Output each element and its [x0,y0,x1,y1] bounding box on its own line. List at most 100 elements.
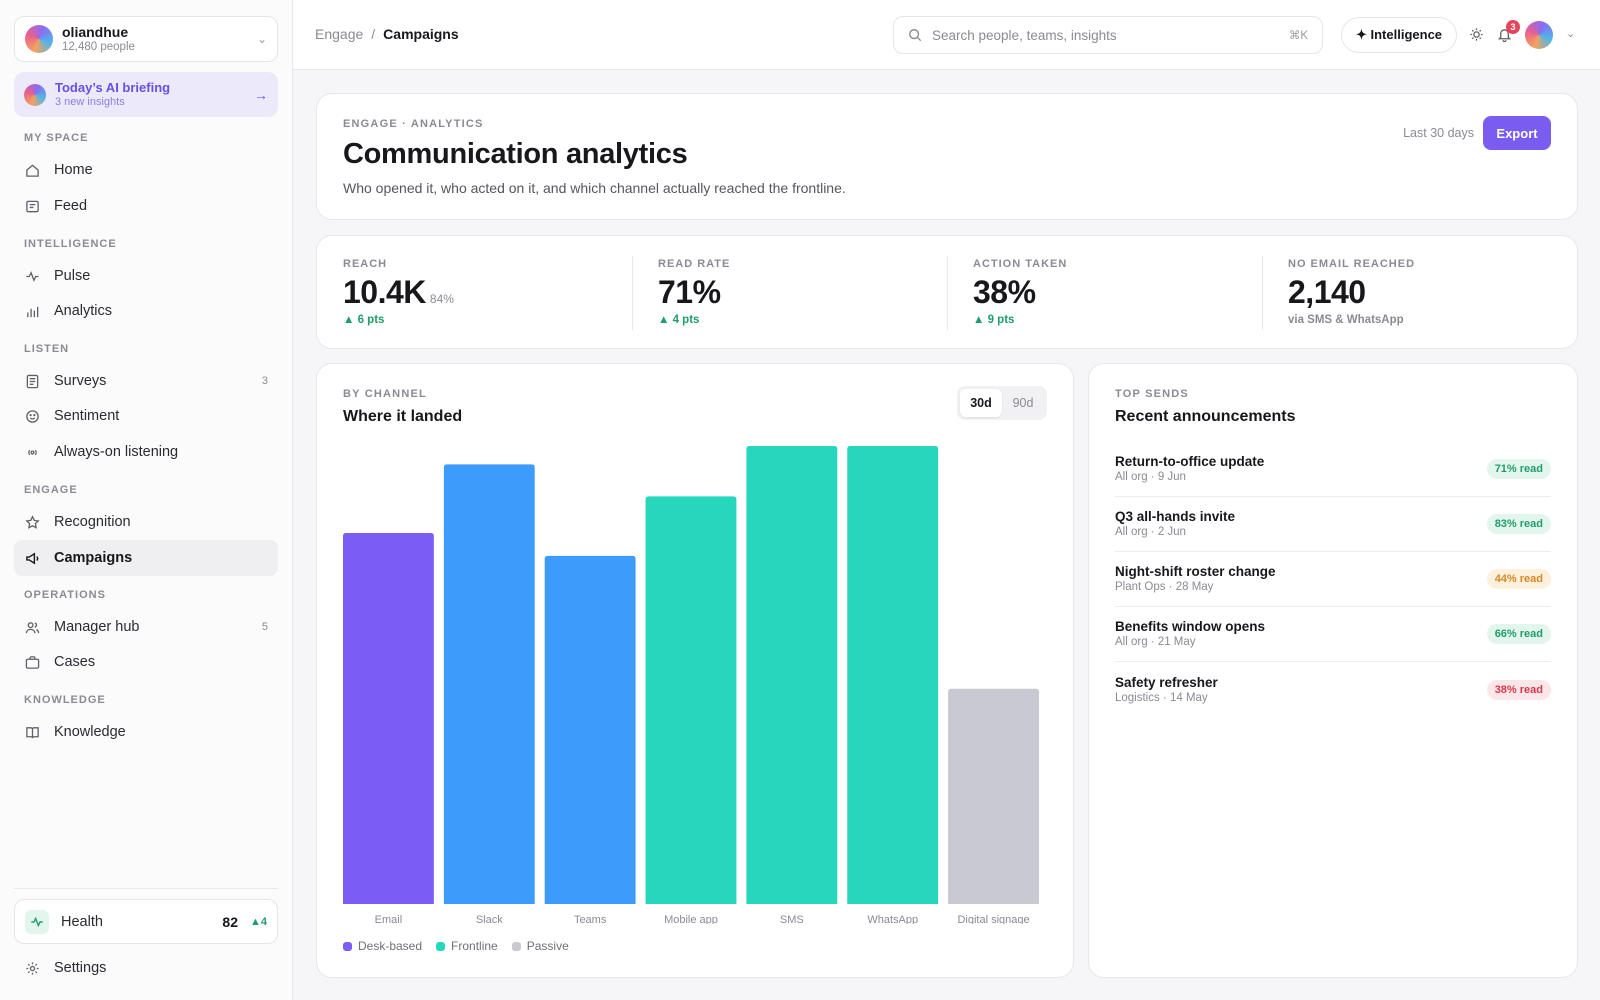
health-widget[interactable]: Health 82 ▲4 [14,899,278,944]
sidebar-item-feed[interactable]: Feed [14,188,278,224]
ai-briefing-card[interactable]: Today’s AI briefing 3 new insights → [14,72,278,117]
sidebar-item-surveys[interactable]: Surveys 3 [14,363,278,399]
sidebar-item-label: Analytics [54,303,113,319]
x-tick-label: Email [375,914,403,924]
legend-label: Passive [526,939,569,953]
intelligence-button[interactable]: ✦ Intelligence [1341,17,1458,53]
search-shortcut: ⌘K [1288,30,1308,42]
kpi-reach: REACH 10.4K 84% ▲ 6 pts [317,236,632,348]
sidebar-item-campaigns[interactable]: Campaigns [14,540,278,576]
announcement-row[interactable]: Benefits window opens All org · 21 May 66%… [1115,607,1551,662]
breadcrumb-engage[interactable]: Engage [315,26,364,42]
x-tick-label: WhatsApp [867,914,918,924]
survey-icon [24,373,40,389]
kpi-no-email-reached: NO EMAIL REACHED 2,140 via SMS & WhatsAp… [1262,236,1577,348]
sidebar-item-label: Campaigns [54,550,133,566]
announcement-name: Night-shift roster change [1115,564,1276,579]
bar-sms[interactable] [746,446,838,904]
users-icon [24,619,40,635]
sends-eyebrow: TOP SENDS [1115,388,1189,400]
search-input[interactable] [932,27,1289,43]
sidebar-item-cases[interactable]: Cases [14,644,278,680]
legend-item-frontline: Frontline [436,939,498,953]
chart-legend: Desk-based Frontline Passive [343,939,569,953]
page-subtitle: Who opened it, who acted on it, and whic… [343,180,846,196]
date-range[interactable]: Last 30 days [1403,126,1474,140]
search-box[interactable]: ⌘K [893,16,1323,54]
announcement-meta: All org · 2 Jun [1115,526,1186,538]
announcement-name: Safety refresher [1115,674,1218,690]
chart-eyebrow: BY CHANNEL [343,388,427,400]
arrow-right-icon: → [254,86,268,103]
announcement-meta: All org · 21 May [1115,636,1196,648]
kpi-label: REACH [343,258,388,270]
x-tick-label: Mobile app [664,914,718,924]
sidebar-item-analytics[interactable]: Analytics [14,293,278,329]
section-label-listen: LISTEN [24,343,70,355]
legend-label: Frontline [451,939,498,953]
bar-teams[interactable] [544,555,636,904]
section-label-my-space: MY SPACE [24,132,89,144]
bell-icon[interactable]: 3 [1494,20,1520,44]
bar-email[interactable] [343,533,434,904]
kpi-label: ACTION TAKEN [973,258,1068,270]
sidebar-item-settings[interactable]: Settings [14,950,278,986]
bar-digital-signage[interactable] [948,688,1039,904]
search-icon [908,28,922,42]
channel-bar-chart: Email Slack Teams Mobile app SMS WhatsApp Digi… [343,446,1039,924]
page-title: Communication analytics [343,138,688,170]
sidebar-item-manager-hub[interactable]: Manager hub 5 [14,609,278,645]
x-tick-label: Digital signage [957,914,1029,924]
announcement-list: Return-to-office update All org · 9 Jun 71… [1115,442,1551,717]
sidebar-item-always-on-listening[interactable]: Always-on listening [14,434,278,470]
sidebar-item-label: Home [54,162,93,178]
sidebar-item-pulse[interactable]: Pulse [14,258,278,294]
sun-icon[interactable] [1466,24,1486,44]
top-header: Engage / Campaigns ⌘K ✦ Intelligence 3 ⌄ [293,0,1600,70]
page-header-card: ENGAGE · ANALYTICS Communication analyti… [316,93,1578,220]
user-avatar[interactable] [1525,21,1553,49]
sidebar-divider [14,888,278,889]
org-switcher[interactable]: oliandhue 12,480 people ⌄ [14,16,278,62]
period-30d-button[interactable]: 30d [960,389,1002,417]
legend-label: Desk-based [358,939,423,953]
bar-slack[interactable] [443,464,535,904]
legend-item-desk-based: Desk-based [343,939,422,953]
briefcase-icon [24,654,40,670]
star-icon [24,514,40,530]
bar-mobile-app[interactable] [645,496,737,904]
kpi-delta: ▲ 6 pts [343,314,385,326]
page-eyebrow: ENGAGE · ANALYTICS [343,118,484,130]
announcement-meta: All org · 9 Jun [1115,471,1186,483]
sidebar-item-recognition[interactable]: Recognition [14,504,278,540]
kpi-action-taken: ACTION TAKEN 38% ▲ 9 pts [947,236,1262,348]
sidebar-item-sentiment[interactable]: Sentiment [14,398,278,434]
sidebar-item-knowledge[interactable]: Knowledge [14,714,278,750]
channel-chart-card: Email Slack Teams Mobile app SMS WhatsApp Digi… [316,363,1074,978]
breadcrumb-separator: / [371,26,376,42]
ai-briefing-avatar [24,83,46,106]
section-label-knowledge: KNOWLEDGE [24,694,106,706]
feed-icon [24,198,40,214]
home-icon [24,162,40,178]
announcement-row[interactable]: Return-to-office update All org · 9 Jun 71… [1115,442,1551,497]
period-90d-button[interactable]: 90d [1002,389,1044,417]
announcement-meta: Logistics · 14 May [1115,691,1208,704]
kpi-read-rate: READ RATE 71% ▲ 4 pts [632,236,947,348]
announcement-row[interactable]: Night-shift roster change Plant Ops · 28 … [1115,552,1551,607]
legend-item-passive: Passive [511,939,569,953]
announcement-row[interactable]: Safety refresher Logistics · 14 May 38% re… [1115,662,1551,717]
sidebar-item-label: Feed [54,198,88,214]
announcement-meta: Plant Ops · 28 May [1115,581,1214,593]
ai-briefing-subtitle: 3 new insights [55,96,125,108]
announcement-name: Benefits window opens [1115,619,1266,634]
sidebar: oliandhue 12,480 people ⌄ Today’s AI bri… [0,0,293,1000]
bar-whatsapp[interactable] [847,446,939,904]
chevron-down-icon[interactable]: ⌄ [1566,28,1576,40]
announcement-name: Return-to-office update [1115,454,1265,469]
export-button[interactable]: Export [1483,116,1551,150]
sidebar-item-label: Settings [54,960,107,976]
announcement-row[interactable]: Q3 all-hands invite All org · 2 Jun 83% re… [1115,497,1551,552]
sidebar-item-home[interactable]: Home [14,152,278,188]
org-people-count: 12,480 people [62,41,135,53]
